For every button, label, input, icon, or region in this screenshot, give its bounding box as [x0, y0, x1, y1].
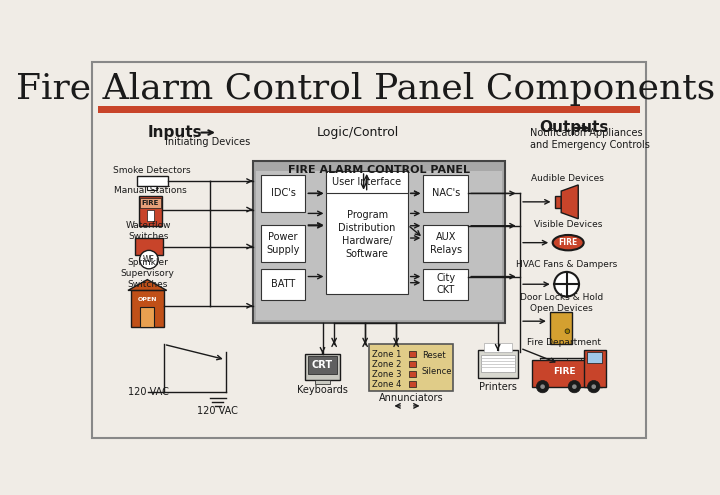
Bar: [261, 269, 305, 299]
Text: 120 VAC: 120 VAC: [197, 405, 238, 415]
Bar: [550, 312, 572, 345]
Circle shape: [536, 381, 549, 393]
Circle shape: [568, 381, 580, 393]
Bar: [585, 350, 606, 387]
Bar: [140, 198, 161, 208]
Bar: [147, 187, 158, 190]
Text: Fire Department: Fire Department: [527, 338, 601, 347]
Text: Keyboards: Keyboards: [297, 385, 348, 395]
Polygon shape: [128, 280, 167, 291]
Bar: [477, 350, 518, 378]
Bar: [137, 176, 168, 187]
Bar: [326, 175, 408, 294]
Bar: [409, 361, 416, 367]
Text: WF: WF: [143, 255, 155, 264]
Bar: [532, 360, 601, 387]
Text: Logic/Control: Logic/Control: [316, 126, 398, 139]
Text: Notification Appliances
and Emergency Controls: Notification Appliances and Emergency Co…: [530, 128, 650, 150]
Bar: [409, 381, 416, 388]
Bar: [135, 238, 163, 255]
Bar: [307, 356, 337, 374]
Bar: [261, 225, 305, 262]
Bar: [409, 351, 416, 357]
Circle shape: [540, 384, 545, 389]
Text: FIRE: FIRE: [553, 367, 575, 376]
Text: FIRE: FIRE: [559, 238, 577, 247]
Text: Door Locks & Hold
Open Devices: Door Locks & Hold Open Devices: [520, 293, 603, 313]
Bar: [555, 196, 561, 208]
Circle shape: [572, 384, 577, 389]
Bar: [139, 197, 162, 226]
Text: Sprinkler
Supervisory
Switches: Sprinkler Supervisory Switches: [120, 258, 174, 289]
Text: Zone 4: Zone 4: [372, 381, 402, 390]
Circle shape: [554, 272, 579, 297]
Text: City
CKT: City CKT: [436, 273, 455, 296]
Text: Outputs: Outputs: [539, 120, 609, 136]
Text: Printers: Printers: [479, 383, 516, 393]
Bar: [409, 371, 416, 377]
Polygon shape: [561, 185, 578, 219]
Text: Zone 2: Zone 2: [372, 360, 402, 369]
Text: Inputs: Inputs: [148, 125, 202, 140]
Text: BATT: BATT: [271, 279, 295, 289]
Text: Waterflow
Switches: Waterflow Switches: [126, 221, 171, 241]
Circle shape: [565, 329, 570, 334]
Bar: [423, 269, 468, 299]
Text: CRT: CRT: [312, 360, 333, 370]
Bar: [131, 291, 163, 327]
Bar: [98, 105, 640, 112]
Text: FIRE ALARM CONTROL PANEL: FIRE ALARM CONTROL PANEL: [288, 165, 469, 175]
Bar: [423, 225, 468, 262]
Text: Reset: Reset: [422, 350, 446, 359]
Circle shape: [591, 384, 596, 389]
Bar: [481, 355, 515, 372]
Text: User Interface: User Interface: [333, 177, 402, 187]
Bar: [315, 380, 330, 384]
Text: Program
Distribution
Hardware/
Software: Program Distribution Hardware/ Software: [338, 210, 396, 259]
Text: AUX
Relays: AUX Relays: [430, 232, 462, 254]
Text: 120 VAC: 120 VAC: [127, 387, 168, 397]
Text: Manual Stations: Manual Stations: [114, 186, 186, 195]
Bar: [261, 175, 305, 212]
Bar: [305, 353, 340, 380]
Text: Power
Supply: Power Supply: [266, 232, 300, 254]
Circle shape: [588, 381, 600, 393]
Text: Silence: Silence: [422, 367, 452, 376]
Text: Zone 3: Zone 3: [372, 370, 402, 380]
Bar: [369, 345, 453, 391]
Text: Audible Devices: Audible Devices: [531, 174, 604, 183]
Bar: [256, 171, 502, 320]
Text: Annunciators: Annunciators: [379, 393, 444, 403]
Text: OPEN: OPEN: [138, 297, 157, 302]
Bar: [484, 343, 512, 352]
Bar: [587, 352, 602, 363]
Ellipse shape: [553, 235, 584, 250]
Text: Smoke Detectors: Smoke Detectors: [113, 166, 191, 175]
Bar: [423, 175, 468, 212]
Bar: [147, 210, 154, 221]
Text: Fire Alarm Control Panel Components: Fire Alarm Control Panel Components: [16, 72, 715, 105]
Bar: [140, 307, 154, 327]
Text: FIRE: FIRE: [142, 199, 159, 205]
Circle shape: [140, 250, 158, 269]
Text: NAC's: NAC's: [431, 189, 460, 198]
Text: Zone 1: Zone 1: [372, 350, 402, 359]
Bar: [326, 171, 408, 193]
Text: Visible Devices: Visible Devices: [534, 220, 603, 230]
Text: Initiating Devices: Initiating Devices: [165, 137, 251, 147]
Bar: [253, 161, 505, 323]
Text: IDC's: IDC's: [271, 189, 295, 198]
Text: HVAC Fans & Dampers: HVAC Fans & Dampers: [516, 260, 617, 269]
